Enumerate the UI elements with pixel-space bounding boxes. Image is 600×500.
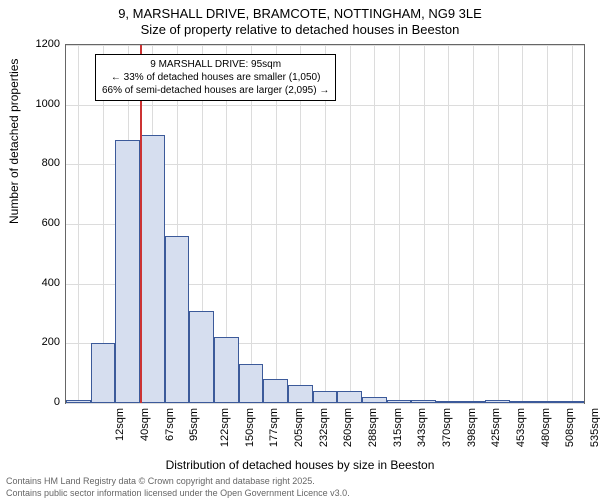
gridline-h [66, 403, 584, 404]
histogram-bar [263, 379, 288, 403]
x-tick-label: 315sqm [392, 408, 404, 447]
gridline-v [498, 45, 499, 403]
histogram-bar [288, 385, 313, 403]
gridline-v [374, 45, 375, 403]
histogram-bar [436, 401, 461, 403]
footer-line: Contains public sector information licen… [6, 488, 350, 499]
gridline-v [78, 45, 79, 403]
x-tick-label: 398sqm [466, 408, 478, 447]
x-tick-label: 40sqm [139, 408, 151, 441]
gridline-v [473, 45, 474, 403]
gridline-v [424, 45, 425, 403]
histogram-bar [337, 391, 362, 403]
x-tick-label: 288sqm [367, 408, 379, 447]
x-tick-label: 232sqm [318, 408, 330, 447]
x-tick-label: 150sqm [244, 408, 256, 447]
histogram-bar [411, 400, 436, 403]
chart-title-line2: Size of property relative to detached ho… [0, 22, 600, 37]
x-tick-label: 453sqm [515, 408, 527, 447]
x-axis-label: Distribution of detached houses by size … [0, 458, 600, 472]
histogram-bar [239, 364, 264, 403]
gridline-v [399, 45, 400, 403]
x-tick-label: 95sqm [188, 408, 200, 441]
footer-line: Contains HM Land Registry data © Crown c… [6, 476, 315, 487]
x-tick-label: 508sqm [564, 408, 576, 447]
histogram-bar [535, 401, 560, 403]
histogram-bar [387, 400, 412, 403]
histogram-bar [362, 397, 387, 403]
annotation-box: 9 MARSHALL DRIVE: 95sqm ← 33% of detache… [95, 54, 336, 101]
x-tick-label: 535sqm [589, 408, 600, 447]
annotation-line: 9 MARSHALL DRIVE: 95sqm [102, 58, 329, 71]
histogram-bar [313, 391, 338, 403]
y-axis-label: Number of detached properties [7, 59, 21, 224]
y-tick-label: 800 [20, 157, 60, 169]
y-tick-label: 400 [20, 277, 60, 289]
chart-title-line1: 9, MARSHALL DRIVE, BRAMCOTE, NOTTINGHAM,… [0, 6, 600, 21]
x-tick-label: 67sqm [164, 408, 176, 441]
histogram-bar [115, 140, 140, 403]
histogram-bar [510, 401, 535, 403]
histogram-bar [140, 135, 165, 404]
y-tick-label: 0 [20, 396, 60, 408]
gridline-v [522, 45, 523, 403]
chart-container: 9, MARSHALL DRIVE, BRAMCOTE, NOTTINGHAM,… [0, 0, 600, 500]
histogram-bar [91, 343, 116, 403]
histogram-bar [189, 311, 214, 403]
y-tick-label: 600 [20, 217, 60, 229]
histogram-bar [485, 400, 510, 403]
histogram-bar [461, 401, 486, 403]
x-tick-label: 260sqm [342, 408, 354, 447]
histogram-bar [66, 400, 91, 403]
gridline-v [350, 45, 351, 403]
y-tick-label: 200 [20, 336, 60, 348]
y-tick-label: 1200 [20, 38, 60, 50]
x-tick-label: 425sqm [490, 408, 502, 447]
y-tick-label: 1000 [20, 98, 60, 110]
gridline-v [547, 45, 548, 403]
x-tick-label: 480sqm [540, 408, 552, 447]
x-tick-label: 12sqm [114, 408, 126, 441]
x-tick-label: 343sqm [416, 408, 428, 447]
histogram-bar [214, 337, 239, 403]
annotation-line: 66% of semi-detached houses are larger (… [102, 84, 329, 97]
annotation-line: ← 33% of detached houses are smaller (1,… [102, 71, 329, 84]
histogram-bar [559, 401, 584, 403]
x-tick-label: 370sqm [441, 408, 453, 447]
x-tick-label: 122sqm [219, 408, 231, 447]
x-tick-label: 177sqm [268, 408, 280, 447]
gridline-v [572, 45, 573, 403]
histogram-bar [165, 236, 190, 403]
x-tick-label: 205sqm [293, 408, 305, 447]
gridline-v [448, 45, 449, 403]
